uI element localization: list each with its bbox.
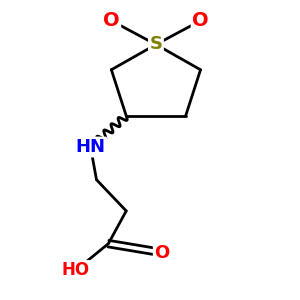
Text: HN: HN — [76, 138, 106, 156]
Text: HO: HO — [61, 261, 90, 279]
Text: O: O — [103, 11, 120, 30]
Text: O: O — [154, 244, 170, 262]
Text: S: S — [149, 35, 162, 53]
Text: O: O — [192, 11, 209, 30]
